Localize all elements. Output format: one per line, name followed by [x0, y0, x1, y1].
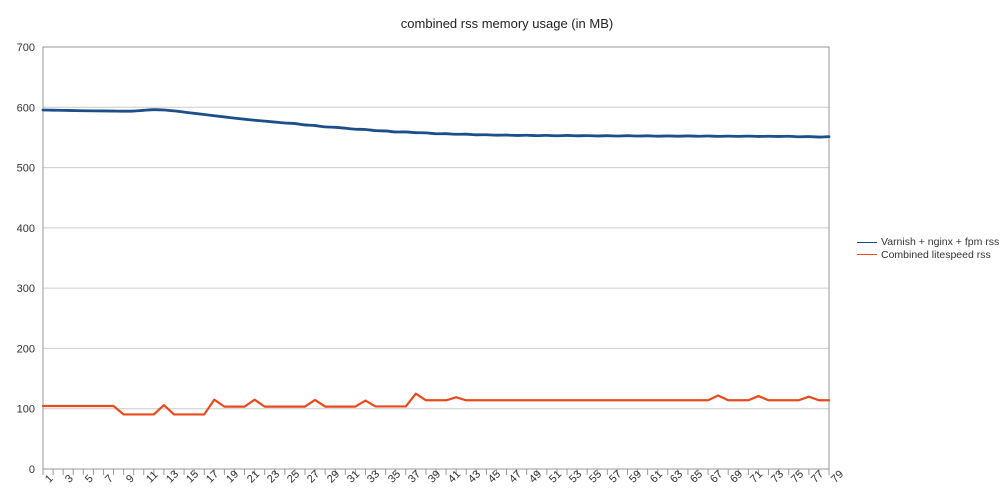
svg-text:400: 400: [17, 223, 35, 235]
svg-text:600: 600: [17, 102, 35, 114]
svg-text:500: 500: [17, 163, 35, 175]
svg-text:300: 300: [17, 283, 35, 295]
svg-text:0: 0: [29, 464, 35, 476]
svg-text:100: 100: [17, 404, 35, 416]
svg-text:700: 700: [17, 42, 35, 54]
svg-text:200: 200: [17, 343, 35, 355]
